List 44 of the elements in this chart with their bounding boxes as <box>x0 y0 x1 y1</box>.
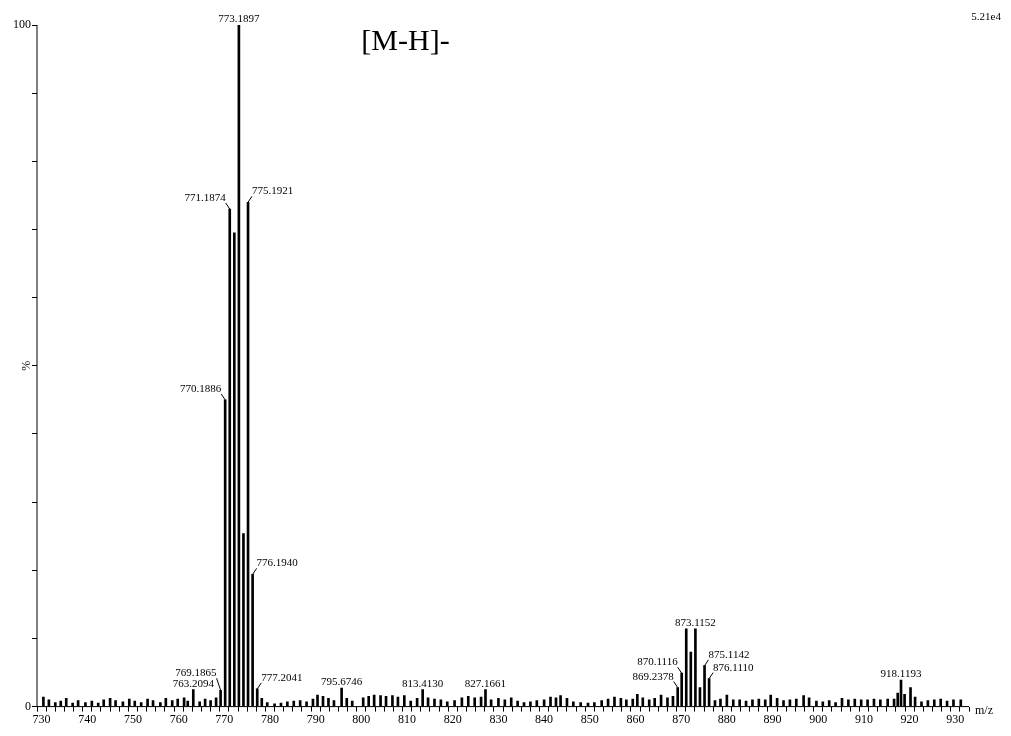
annotation: 873.1152 <box>674 615 716 628</box>
y-axis-title: % <box>19 360 34 371</box>
x-tick-label: 880 <box>717 711 736 726</box>
annotation: 876.1110 <box>713 660 755 673</box>
annotation: 869.2378 <box>632 669 675 682</box>
x-tick-label: 840 <box>535 711 554 726</box>
y-tick-label: 0 <box>25 698 31 713</box>
x-tick-label: 900 <box>809 711 828 726</box>
x-tick-label: 790 <box>306 711 325 726</box>
x-tick-label: 890 <box>763 711 782 726</box>
annotation: 770.1886 <box>179 381 222 394</box>
x-tick-label: 730 <box>32 711 51 726</box>
annotation: 763.2094 <box>172 676 215 689</box>
x-tick-label: 810 <box>398 711 417 726</box>
x-tick-label: 820 <box>443 711 462 726</box>
annotation: 795.6746 <box>320 675 363 688</box>
x-tick-label: 910 <box>854 711 873 726</box>
x-tick-label: 930 <box>946 711 965 726</box>
text: 5.21e4 <box>971 10 1002 23</box>
x-tick-label: 750 <box>123 711 142 726</box>
annotation: 771.1874 <box>184 191 227 204</box>
x-tick-label: 780 <box>261 711 279 726</box>
x-tick-label: 770 <box>215 711 234 726</box>
annotation: 773.1897 <box>218 12 261 24</box>
x-tick-label: 920 <box>900 711 919 726</box>
annotation: 775.1921 <box>252 184 294 197</box>
y-tick-label: 100 <box>13 17 31 32</box>
x-tick-label: 870 <box>672 711 691 726</box>
x-tick-label: 860 <box>626 711 645 726</box>
annotation: 827.1661 <box>464 676 507 689</box>
annotation: 918.1193 <box>880 667 922 680</box>
x-tick-label: 850 <box>580 711 599 726</box>
chart-title: [M-H]- <box>361 22 450 56</box>
annotation: 777.2041 <box>261 670 303 683</box>
x-axis-title: m/z <box>975 702 993 717</box>
x-tick-label: 760 <box>169 711 188 726</box>
x-tick-label: 740 <box>78 711 97 726</box>
annotation: 776.1940 <box>256 556 299 569</box>
x-tick-label: 800 <box>352 711 371 726</box>
annotation: 870.1116 <box>637 655 679 668</box>
annotation: 813.4130 <box>402 676 444 689</box>
annotation: 875.1142 <box>708 647 750 660</box>
x-tick-label: 830 <box>489 711 508 726</box>
annotation: 769.1865 <box>175 666 218 679</box>
